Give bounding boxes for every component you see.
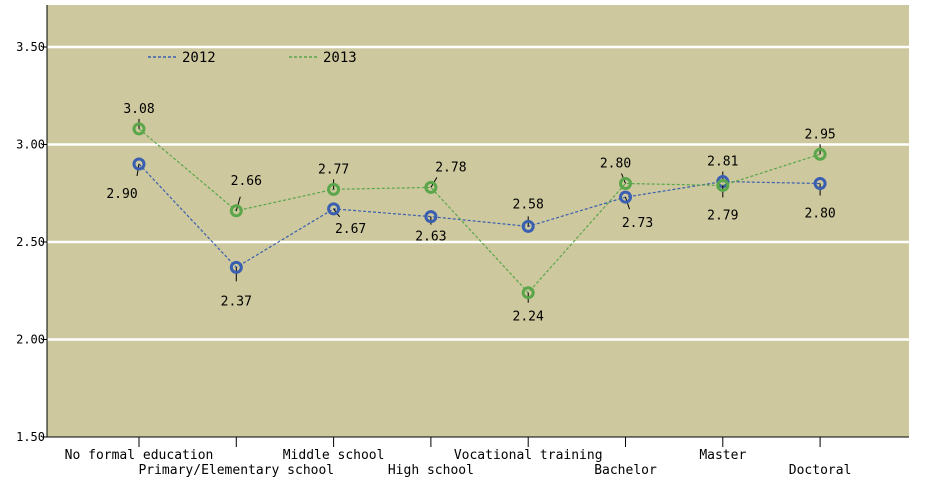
point-2012-7 — [813, 177, 827, 190]
legend-label-2013: 2013 — [323, 50, 357, 66]
point-2012-2 — [327, 202, 341, 216]
x-tick-label-5: Bachelor — [594, 463, 657, 478]
point-2013-4 — [521, 286, 535, 300]
legend-label-2012: 2012 — [182, 50, 216, 66]
point-2013-0 — [132, 122, 146, 136]
data-label-2012-2: 2.67 — [335, 222, 366, 237]
y-tick-labels: 1.50 2.00 2.50 3.00 3.50 — [16, 40, 45, 444]
point-2013-6 — [716, 178, 730, 192]
legend: 2012 2013 — [148, 50, 357, 66]
x-tick-label-1: Primary/Elementary school — [138, 463, 334, 478]
x-tick-label-7: Doctoral — [789, 463, 852, 478]
point-2012-4 — [521, 219, 535, 233]
data-label-2013-1: 2.66 — [231, 174, 262, 189]
data-label-2013-5: 2.80 — [600, 157, 631, 172]
data-label-2013-7: 2.95 — [804, 127, 835, 142]
data-label-2012-5: 2.73 — [622, 216, 653, 231]
axes — [42, 5, 909, 447]
x-tick-label-0: No formal education — [65, 448, 214, 463]
point-2013-2 — [327, 182, 341, 196]
data-label-2012-3: 2.63 — [415, 230, 446, 245]
series-2012: 2.90 2.37 2.67 2.63 2.58 2.73 2.81 2.80 — [106, 155, 835, 310]
y-tick-label-0: 1.50 — [16, 430, 45, 444]
data-label-2013-2: 2.77 — [318, 162, 349, 177]
series-line-2013 — [138, 128, 821, 294]
data-label-2013-3: 2.78 — [435, 160, 466, 175]
series-line-2012 — [138, 163, 821, 269]
point-2012-5 — [619, 190, 632, 204]
data-label-2012-6: 2.81 — [707, 155, 738, 170]
point-2013-7 — [813, 147, 827, 161]
point-2012-1 — [229, 260, 243, 274]
point-2013-3 — [424, 180, 438, 194]
label-leader-2013-1 — [235, 196, 241, 211]
y-tick-label-4: 3.50 — [16, 40, 45, 54]
data-label-2013-6: 2.79 — [707, 208, 738, 223]
series-group: 2.90 2.37 2.67 2.63 2.58 2.73 2.81 2.80 3.08 2.66… — [106, 102, 835, 325]
x-tick-label-3: High school — [388, 463, 474, 478]
point-2012-0 — [132, 157, 146, 171]
x-tick-label-6: Master — [699, 448, 746, 463]
point-2012-3 — [424, 210, 438, 224]
point-2013-5 — [619, 177, 632, 190]
data-label-2012-0: 2.90 — [106, 187, 137, 202]
y-tick-label-3: 3.00 — [16, 138, 45, 152]
y-tick-label-2: 2.50 — [16, 235, 45, 249]
x-tick-label-4: Vocational training — [454, 448, 603, 463]
series-2013: 3.08 2.66 2.77 2.78 2.24 2.80 2.79 2.95 — [123, 102, 835, 325]
data-label-2013-0: 3.08 — [123, 102, 154, 117]
y-tick-label-1: 2.00 — [16, 333, 45, 347]
data-label-2013-4: 2.24 — [513, 310, 544, 325]
grid-lines — [47, 45, 909, 341]
x-tick-label-2: Middle school — [283, 448, 385, 463]
data-label-2012-1: 2.37 — [221, 294, 252, 309]
data-label-2012-7: 2.80 — [804, 207, 835, 222]
point-2013-1 — [229, 204, 243, 218]
data-label-2012-4: 2.58 — [513, 197, 544, 212]
